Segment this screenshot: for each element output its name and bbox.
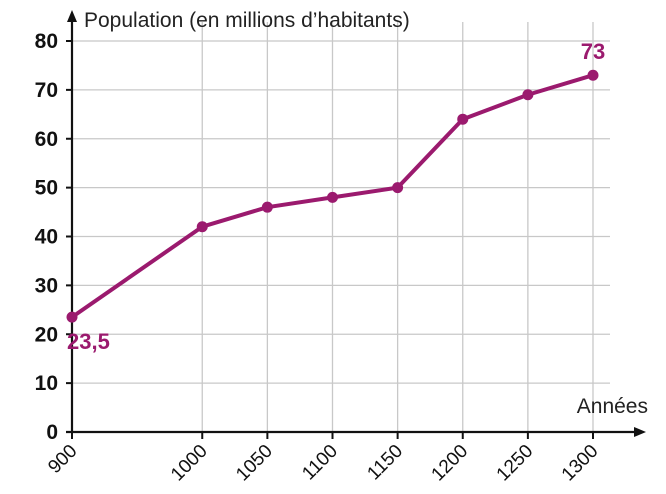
data-point [457, 113, 469, 125]
y-axis-title: Population (en millions d’habitants) [84, 9, 410, 32]
y-tick-label: 50 [35, 177, 58, 200]
y-tick-label: 0 [46, 421, 58, 444]
x-tick-label: 1250 [493, 441, 538, 486]
x-tick-label: 1050 [232, 441, 277, 486]
y-tick-label: 20 [35, 323, 58, 346]
y-tick-label: 60 [35, 128, 58, 151]
y-tick-label: 70 [35, 79, 58, 102]
data-label: 73 [581, 39, 605, 64]
data-label: 23,5 [67, 329, 110, 354]
axis-layer: 0 10 20 30 40 50 60 70 80 900 1000 1050 1100 1150 1200… [35, 10, 646, 485]
x-tick-label: 1100 [298, 441, 342, 485]
x-axis-arrow [634, 427, 646, 437]
y-tick-label: 30 [35, 274, 58, 297]
series-layer [66, 69, 599, 323]
y-tick-label: 10 [35, 372, 58, 395]
x-tick-label: 1150 [363, 441, 407, 485]
data-point [522, 89, 534, 101]
data-point [66, 311, 78, 323]
data-point [327, 191, 338, 203]
x-axis-title: Années [577, 395, 648, 418]
x-tick-label: 1300 [558, 441, 603, 486]
x-tick-label: 900 [44, 441, 81, 478]
y-tick-label: 80 [35, 30, 58, 53]
series-line [70, 73, 595, 320]
data-point [392, 182, 404, 194]
x-tick-label: 1000 [167, 441, 212, 486]
y-axis-arrow [67, 10, 77, 22]
data-point [587, 69, 599, 81]
grid-layer [72, 22, 610, 432]
label-layer: Population (en millions d’habitants) Anné… [67, 9, 648, 418]
data-point [196, 221, 208, 233]
data-point [261, 201, 273, 213]
y-tick-label: 40 [35, 226, 58, 249]
x-tick-label: 1200 [428, 441, 473, 486]
